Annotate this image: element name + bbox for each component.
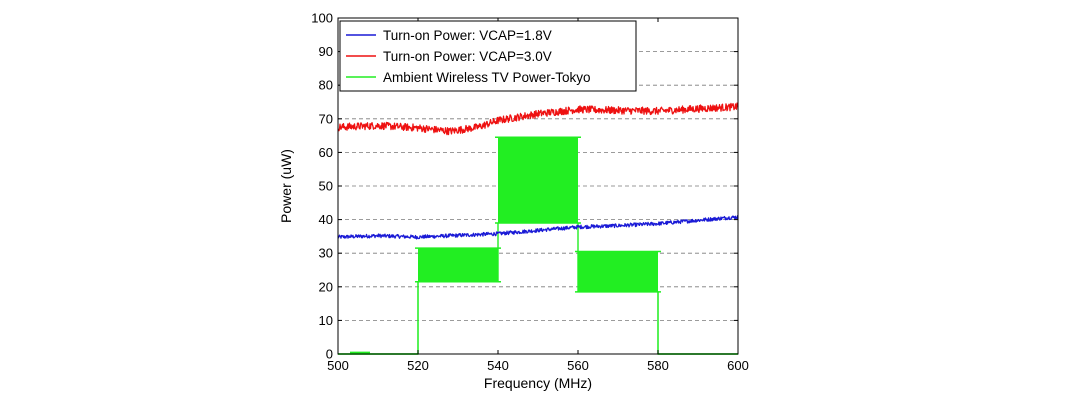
x-tick-label: 500 bbox=[327, 358, 349, 373]
band-block bbox=[498, 137, 578, 223]
y-tick-label: 100 bbox=[311, 11, 333, 26]
series-layer bbox=[337, 102, 739, 355]
y-tick-label: 90 bbox=[319, 44, 333, 59]
y-tick-label: 0 bbox=[326, 347, 333, 362]
series-line-1 bbox=[337, 214, 739, 240]
legend-box bbox=[339, 20, 637, 92]
x-tick-label: 600 bbox=[727, 358, 749, 373]
band-block bbox=[578, 251, 658, 292]
series-line-2 bbox=[337, 102, 739, 136]
y-tick-label: 70 bbox=[319, 111, 333, 126]
y-axis-title: Power (uW) bbox=[278, 149, 294, 223]
legend-label: Ambient Wireless TV Power-Tokyo bbox=[383, 70, 591, 85]
y-tick-label: 50 bbox=[319, 179, 333, 194]
y-tick-label: 40 bbox=[319, 212, 333, 227]
x-tick-label: 540 bbox=[487, 358, 509, 373]
band-outline bbox=[338, 222, 738, 355]
x-axis-title: Frequency (MHz) bbox=[484, 375, 592, 391]
series-ambient-tv-power bbox=[338, 136, 738, 355]
legend-items: Turn-on Power: VCAP=1.8V Turn-on Power: V… bbox=[346, 28, 591, 85]
y-tick-label: 20 bbox=[319, 279, 333, 294]
y-tick-label: 80 bbox=[319, 78, 333, 93]
axis-ticks: 0 10 20 30 40 50 60 70 80 90 100 500 520 540 560 580 600 bbox=[311, 11, 749, 374]
legend-label: Turn-on Power: VCAP=3.0V bbox=[383, 49, 552, 64]
band-block bbox=[418, 248, 498, 282]
x-tick-label: 520 bbox=[407, 358, 429, 373]
legend-label: Turn-on Power: VCAP=1.8V bbox=[383, 28, 552, 43]
x-tick-label: 560 bbox=[567, 358, 589, 373]
y-tick-label: 10 bbox=[319, 313, 333, 328]
x-tick-label: 580 bbox=[647, 358, 669, 373]
y-tick-label: 30 bbox=[319, 246, 333, 261]
legend: Turn-on Power: VCAP=1.8V Turn-on Power: V… bbox=[339, 20, 637, 92]
y-tick-label: 60 bbox=[319, 145, 333, 160]
